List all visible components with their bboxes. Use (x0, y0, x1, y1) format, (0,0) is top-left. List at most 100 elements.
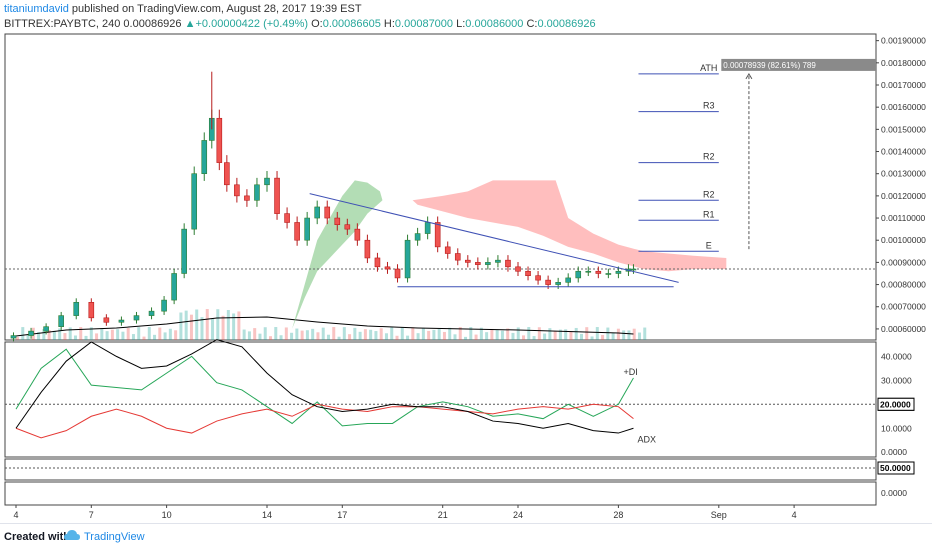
volume-bar (495, 330, 499, 340)
volume-bar (458, 327, 462, 340)
level-label: ATH (700, 63, 717, 73)
volume-bar (558, 329, 562, 340)
y-tick-label: 0.00060000 (881, 324, 926, 334)
candle (161, 299, 167, 312)
candle (294, 222, 300, 241)
candle (28, 330, 34, 336)
candle (535, 275, 541, 281)
volume-bar (126, 327, 130, 340)
trendline (309, 193, 679, 283)
volume-bar (295, 328, 299, 340)
chart-header: titaniumdavid published on TradingView.c… (0, 0, 932, 34)
volume-bar (464, 336, 468, 340)
volume-bar (490, 328, 494, 340)
volume-bar (432, 329, 436, 340)
candle (88, 302, 95, 319)
y-tick-label: 0.00070000 (881, 302, 926, 312)
low-label: L: (456, 18, 466, 30)
volume-bar (79, 327, 83, 340)
y-tick-label: 0.00160000 (881, 102, 926, 112)
candle (515, 266, 521, 272)
volume-bar (211, 318, 215, 340)
volume-bar (95, 333, 99, 340)
volume-bar (527, 327, 531, 340)
open-label: O: (311, 18, 323, 30)
y-tick-label: 0.00180000 (881, 58, 926, 68)
candle (475, 262, 481, 265)
ichimoku-cloud-green (292, 180, 383, 329)
price-change: +0.00000422 (+0.49%) (195, 18, 309, 30)
volume-bar (411, 327, 415, 340)
volume-bar (516, 327, 520, 340)
volume-bar (189, 314, 193, 340)
volume-bar (63, 333, 67, 340)
volume-ma-line (15, 316, 634, 337)
y-tick-label: 0.0000 (881, 447, 907, 457)
level-label: R3 (703, 101, 715, 111)
chart-pane-bottom (4, 481, 877, 506)
volume-bar (469, 327, 473, 340)
volume-bar (205, 309, 209, 340)
candle (555, 282, 561, 285)
author-link[interactable]: titaniumdavid (4, 3, 69, 15)
volume-bar (284, 327, 288, 340)
chart-canvas[interactable]: ATH R3 R2 R2 R1 E 0.00078939 (82.61%) 789 +DI A… (0, 0, 932, 523)
volume-bar (369, 329, 373, 340)
candle (201, 140, 208, 174)
candle (404, 239, 411, 279)
volume-bar (226, 310, 230, 340)
ichimoku-cloud-red (412, 180, 727, 272)
x-tick-label: 7 (89, 510, 94, 520)
volume-bar (321, 327, 325, 340)
candle (191, 173, 198, 230)
volume-bar (168, 328, 172, 340)
chart-pane-dmi (4, 341, 877, 458)
close-label: C: (526, 18, 538, 30)
volume-bar (637, 332, 641, 340)
volume-bar (68, 327, 72, 340)
low-value: 0.00086000 (465, 18, 524, 30)
measure-label: 0.00078939 (82.61%) 789 (723, 61, 816, 70)
candle (565, 277, 572, 283)
volume-bar (579, 333, 583, 340)
volume-bar (479, 327, 483, 340)
candle (384, 266, 391, 270)
symbol-label: BITTREX:PAYBTC, 240 (4, 18, 121, 30)
y-tick-label: 40.0000 (881, 351, 912, 361)
arrow-head-icon (745, 72, 753, 80)
candle (234, 184, 240, 197)
tradingview-brand[interactable]: TradingView (84, 531, 145, 543)
candle (264, 177, 270, 186)
last-price: 0.00086926 (123, 18, 182, 30)
volume-bar (131, 334, 135, 340)
volume-bar (406, 335, 410, 340)
volume-bar (58, 328, 62, 340)
candle (10, 335, 17, 339)
y-tick-label: 0.00170000 (881, 80, 926, 90)
volume-bar (611, 332, 615, 340)
x-tick-label: 28 (613, 510, 623, 520)
volume-bar (616, 328, 620, 340)
volume-bar (332, 327, 336, 340)
candle (575, 270, 582, 279)
candle (605, 273, 612, 275)
volume-bar (585, 327, 589, 340)
volume-bar (427, 330, 431, 340)
volume-bar (258, 333, 262, 340)
volume-bar (453, 334, 457, 340)
x-tick-label: 4 (792, 510, 797, 520)
volume-bar (89, 327, 93, 340)
volume-bar (384, 333, 388, 340)
candle (394, 268, 401, 279)
volume-bar (16, 337, 19, 340)
candle (424, 222, 431, 234)
candle (434, 222, 441, 248)
y-tick-label: 0.00140000 (881, 147, 926, 157)
candle (224, 162, 230, 186)
volume-bar (200, 317, 204, 340)
volume-bar (174, 330, 178, 340)
volume-bar (300, 330, 304, 340)
volume-bar (400, 327, 404, 340)
candle (103, 317, 110, 323)
y-tick-label: 0.0000 (881, 488, 907, 498)
